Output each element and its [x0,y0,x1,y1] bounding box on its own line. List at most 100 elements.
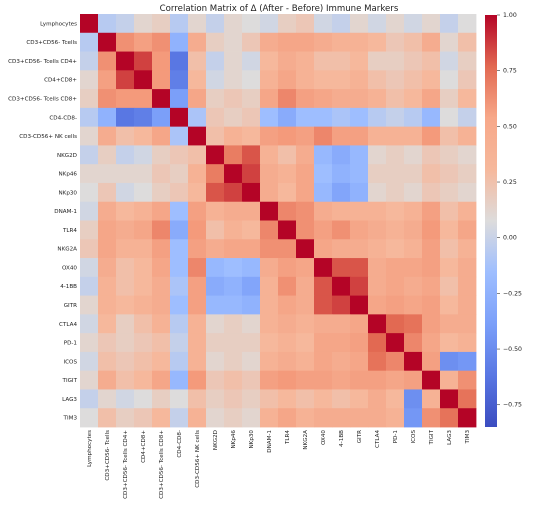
heatmap-cell [386,314,405,334]
heatmap-cell [386,201,405,221]
heatmap-cell [332,89,351,109]
heatmap-cell [332,164,351,184]
heatmap-cell [224,351,243,372]
heatmap-cell [350,89,369,109]
heatmap-cell [332,239,351,259]
heatmap-cell [116,164,135,184]
heatmap-cell [188,201,207,221]
row-label: PD-1 [64,341,78,347]
heatmap-cell [278,258,297,278]
column-label: NKG2A [303,430,309,450]
heatmap-cell [170,370,189,390]
heatmap-cell [134,408,153,428]
heatmap-cell [134,164,153,184]
heatmap-cell [350,314,369,334]
heatmap-cell [368,295,387,315]
heatmap-cell [386,295,405,315]
heatmap-cell [422,333,441,353]
heatmap-cell [386,333,405,353]
heatmap-cell [98,239,117,259]
heatmap-cell [278,70,297,90]
heatmap-cell [314,164,333,184]
heatmap-cell [278,220,297,240]
heatmap-cell [458,70,477,90]
heatmap-cell [296,32,315,52]
heatmap-cell [440,276,459,296]
heatmap-cell [278,351,297,372]
heatmap-cell [224,70,243,90]
heatmap-cell [188,239,207,259]
heatmap-cell [206,314,225,334]
heatmap-cell [170,389,189,409]
heatmap-cell [80,182,99,203]
heatmap-cell [404,201,423,221]
heatmap-cell [314,408,333,428]
heatmap-cell [368,258,387,278]
heatmap-cell [206,126,225,146]
heatmap-cell [242,32,261,52]
heatmap-cell [350,389,369,409]
heatmap-cell [206,201,225,221]
heatmap-cell [98,201,117,221]
column-label: TIM3 [465,430,471,445]
heatmap-cell [386,182,405,203]
heatmap-cell [170,351,189,372]
heatmap-cell [314,70,333,90]
heatmap-cell [134,333,153,353]
heatmap-cell [224,126,243,146]
heatmap-cell [404,145,423,165]
heatmap-cell [188,370,207,390]
heatmap-cell [98,14,117,34]
heatmap-cell [278,408,297,428]
heatmap-cell [224,14,243,34]
heatmap-cell [422,408,441,428]
column-label: CD4+CD8+ [141,430,147,463]
row-label: NKG2A [57,247,77,253]
colorbar: 1.00 0.75 0.50 0.25 0.00 −0.25 −0.50 −0.75 [485,12,522,427]
heatmap-cell [152,126,171,146]
heatmap-cell [242,351,261,372]
heatmap-cell [170,164,189,184]
heatmap-cell [188,314,207,334]
heatmap-cell [224,408,243,428]
heatmap-cell [116,276,135,296]
heatmap-cell [314,14,333,34]
heatmap-cell [170,107,189,128]
heatmap-cell [386,32,405,52]
heatmap-cell [314,145,333,165]
heatmap-cell [152,370,171,390]
heatmap-cell [98,107,117,128]
heatmap-cell [134,220,153,240]
heatmap-cell [206,107,225,128]
heatmap-cell [278,145,297,165]
heatmap-cell [278,295,297,315]
heatmap-cell [458,220,477,240]
heatmap-cell [314,351,333,372]
row-label: CD4-CD8- [49,115,77,121]
heatmap-cell [188,126,207,146]
heatmap-cell [188,408,207,428]
heatmap-cell [224,89,243,109]
row-label: TLR4 [62,228,77,234]
heatmap-cell [260,370,279,390]
heatmap-cell [152,276,171,296]
heatmap-cell [206,164,225,184]
column-label: TIGIT [429,429,435,445]
heatmap-cell [422,107,441,128]
heatmap-cell [260,351,279,372]
column-label: LAG3 [447,430,453,445]
heatmap-cell [134,389,153,409]
heatmap-cell [368,182,387,203]
heatmap-cell [368,333,387,353]
heatmap-cell [404,333,423,353]
heatmap-cell [170,145,189,165]
heatmap-cell [440,389,459,409]
heatmap-cell [404,351,423,372]
heatmap-cell [422,351,441,372]
heatmap-cell [386,408,405,428]
heatmap-cell [170,220,189,240]
heatmap-cell [260,408,279,428]
heatmap-cell [404,182,423,203]
heatmap-cell [458,164,477,184]
heatmap-cell [80,333,99,353]
